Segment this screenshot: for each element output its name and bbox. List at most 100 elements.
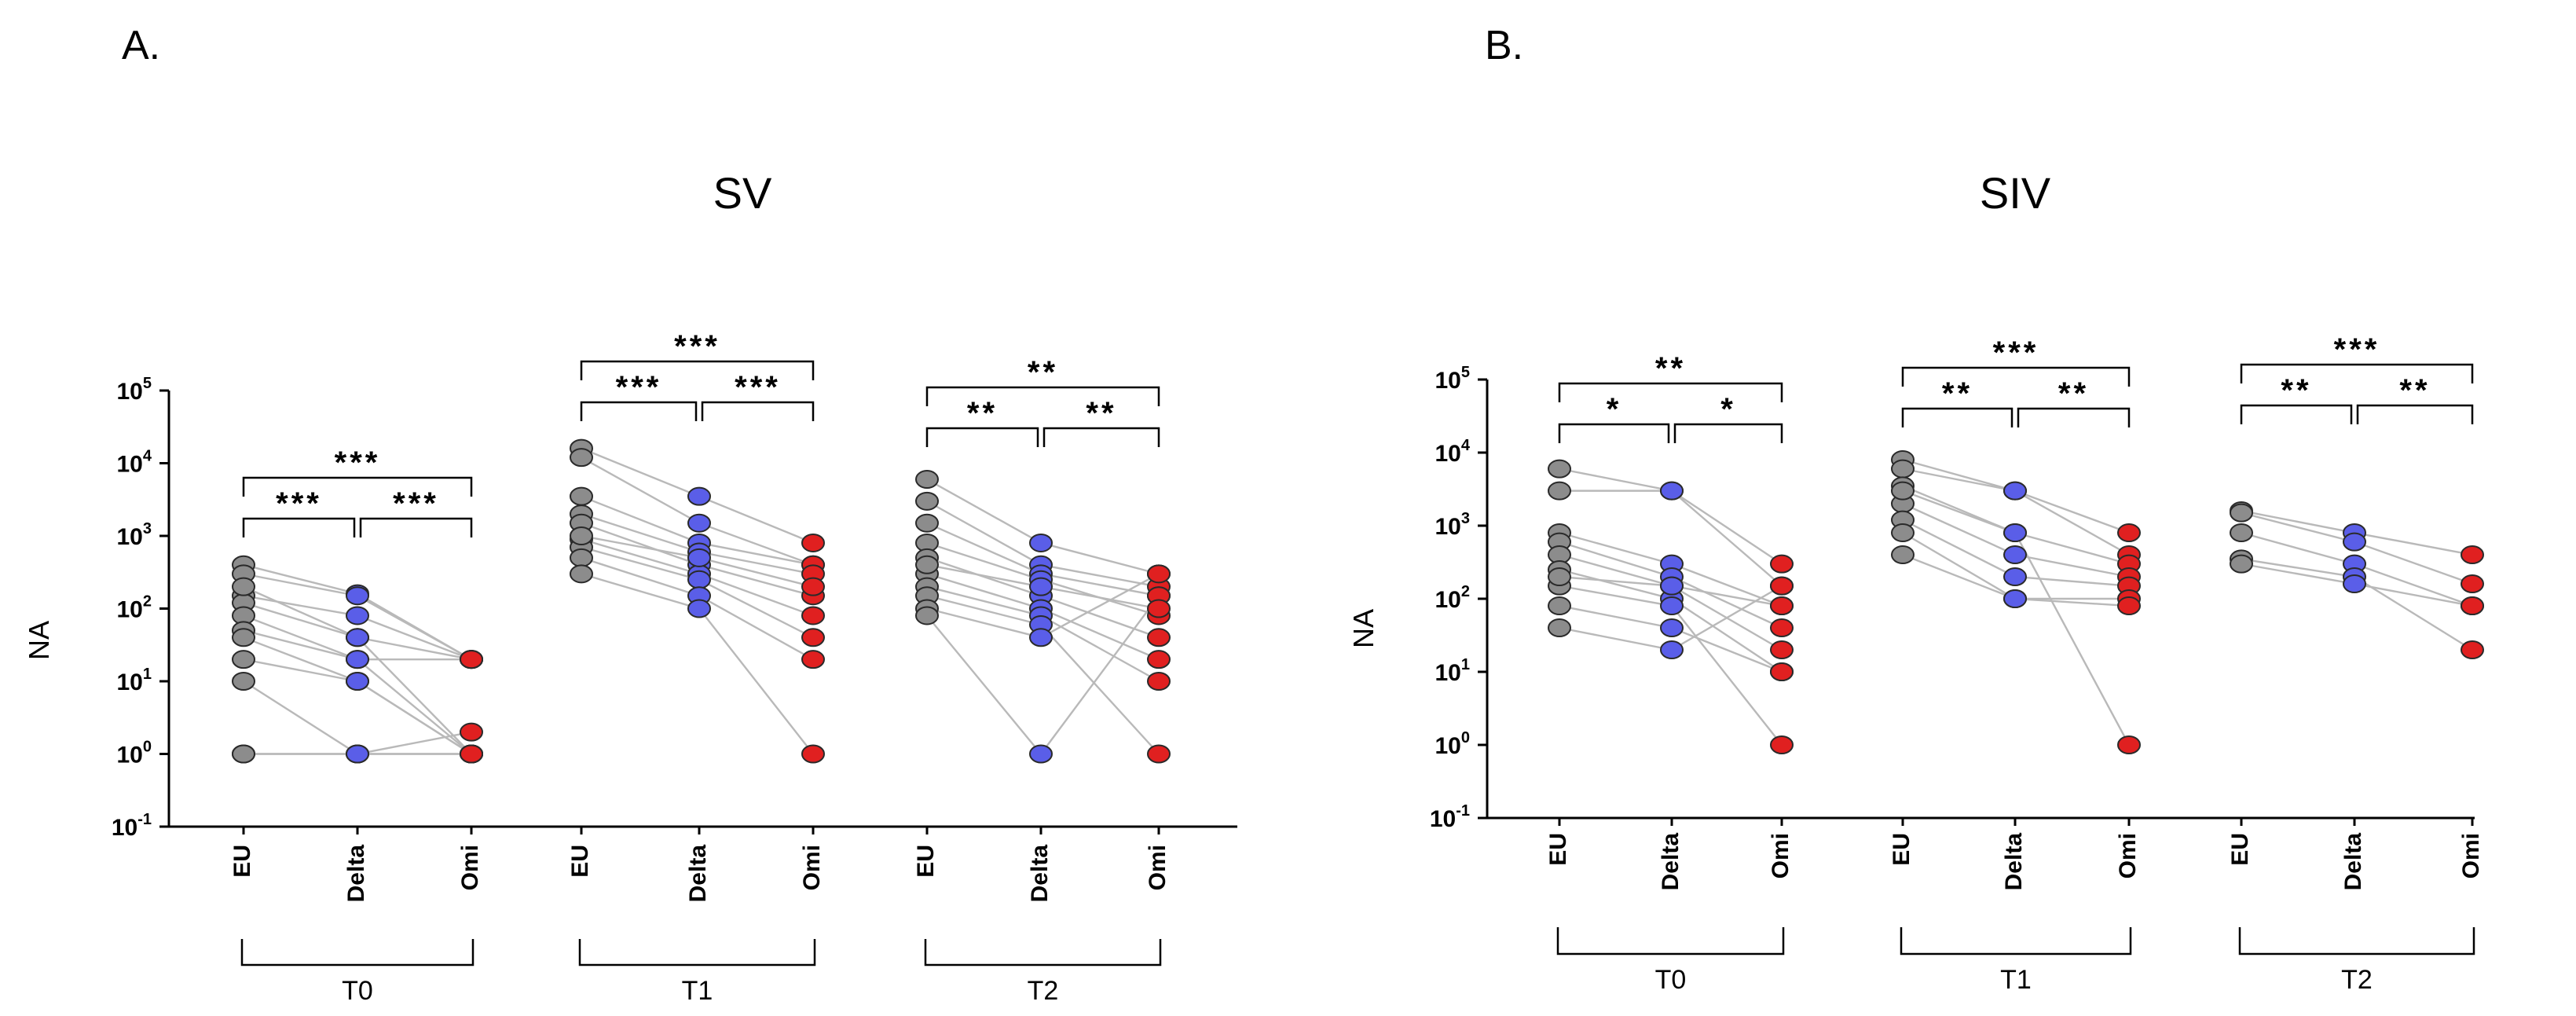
data-point-delta (687, 570, 711, 589)
data-point-eu (232, 744, 255, 764)
data-point-delta (1029, 577, 1053, 596)
data-point-eu (570, 526, 593, 545)
y-tick-label: 104 (1435, 437, 1471, 467)
group-bracket (1900, 927, 2132, 955)
y-tick-label: 102 (1435, 583, 1471, 613)
significance-bracket (1901, 407, 2014, 427)
significance-bracket (1558, 382, 1783, 402)
group-label: T2 (2341, 965, 2373, 995)
significance-bracket (701, 401, 815, 421)
significance-stars: ** (2399, 373, 2430, 408)
data-point-eu (1548, 618, 1571, 638)
group-bracket (2238, 927, 2475, 955)
data-point-delta (1660, 576, 1684, 596)
data-point-delta (2343, 574, 2366, 594)
y-tick-label: 102 (117, 593, 152, 623)
data-point-omi (1147, 650, 1171, 669)
y-tick-label: 104 (117, 448, 152, 478)
x-tick-label: Delta (2001, 833, 2027, 891)
data-point-eu (570, 486, 593, 506)
data-point-eu (1548, 481, 1571, 501)
group-t1: EU Delta Omi T1 *** *** *** (567, 329, 825, 1006)
data-point-delta (1029, 744, 1053, 764)
data-point-omi (1770, 640, 1794, 660)
data-point-omi (2461, 545, 2484, 565)
significance-stars: * (1607, 392, 1622, 427)
data-point-omi (1770, 735, 1794, 754)
panel-letter: B. (1485, 23, 1523, 68)
data-point-eu (1891, 481, 1915, 501)
data-point-eu (1548, 567, 1571, 587)
data-point-delta (346, 606, 369, 625)
data-point-omi (460, 744, 483, 764)
data-point-delta (346, 744, 369, 764)
data-point-omi (801, 744, 825, 764)
data-point-delta (2003, 567, 2027, 587)
x-tick-label: Delta (2340, 833, 2366, 891)
data-point-delta (346, 586, 369, 606)
x-tick-label: Delta (1658, 833, 1684, 891)
x-tick-label: EU (913, 845, 939, 878)
significance-stars: *** (335, 446, 381, 480)
data-point-omi (801, 606, 825, 625)
significance-bracket (2240, 363, 2474, 383)
data-point-omi (801, 628, 825, 647)
data-point-omi (1770, 596, 1794, 616)
significance-stars: *** (674, 329, 720, 364)
data-point-eu (1891, 459, 1915, 479)
significance-stars: ** (1086, 396, 1116, 431)
data-point-omi (801, 533, 825, 552)
x-tick-label: EU (1889, 833, 1915, 866)
group-label: T2 (1028, 976, 1059, 1006)
data-point-delta (2003, 523, 2027, 543)
significance-stars: *** (1993, 336, 2039, 370)
data-point-delta (2343, 532, 2366, 552)
data-point-omi (2117, 735, 2141, 754)
significance-stars: ** (1028, 355, 1058, 390)
data-point-delta (2003, 589, 2027, 608)
significance-stars: ** (1655, 351, 1686, 386)
data-point-delta (687, 513, 711, 533)
data-point-eu (915, 513, 939, 533)
y-tick-label: 100 (117, 739, 152, 768)
data-point-delta (2003, 481, 2027, 501)
chart-panel-a: A. SV NA 10-1 100 101 102 103 104 105 EU Delta Omi T0… (23, 23, 1237, 1006)
data-point-eu (915, 491, 939, 511)
significance-stars: *** (393, 486, 439, 521)
y-tick-label: 101 (117, 666, 152, 695)
group-label: T0 (1655, 965, 1687, 995)
group-bracket (578, 939, 816, 966)
data-point-eu (232, 577, 255, 596)
significance-stars: ** (967, 396, 998, 431)
significance-bracket (2240, 404, 2353, 424)
chart-panel-b: B. SIV NA 10-1 100 101 102 103 104 105 EU Delta Omi T… (1347, 23, 2484, 995)
data-point-eu (570, 448, 593, 468)
group-bracket (240, 939, 475, 966)
data-point-omi (801, 577, 825, 596)
data-point-eu (915, 470, 939, 490)
data-point-delta (687, 486, 711, 506)
x-tick-label: Omi (2115, 833, 2141, 878)
y-tick-label: 103 (1435, 510, 1471, 540)
data-point-delta (1660, 640, 1684, 660)
data-point-delta (1660, 596, 1684, 616)
significance-bracket (580, 360, 815, 380)
data-point-delta (346, 628, 369, 647)
panel-letter: A. (122, 23, 160, 68)
x-tick-label: EU (229, 845, 255, 878)
significance-bracket (1673, 423, 1783, 443)
data-point-delta (687, 548, 711, 567)
data-point-eu (2230, 554, 2253, 574)
significance-bracket (925, 386, 1160, 406)
data-point-delta (346, 672, 369, 691)
significance-stars: *** (616, 370, 662, 405)
data-point-eu (232, 650, 255, 669)
data-point-omi (1147, 628, 1171, 647)
data-point-delta (1660, 481, 1684, 501)
data-point-omi (1147, 564, 1171, 584)
data-point-eu (570, 564, 593, 584)
x-tick-label: Delta (343, 845, 369, 903)
